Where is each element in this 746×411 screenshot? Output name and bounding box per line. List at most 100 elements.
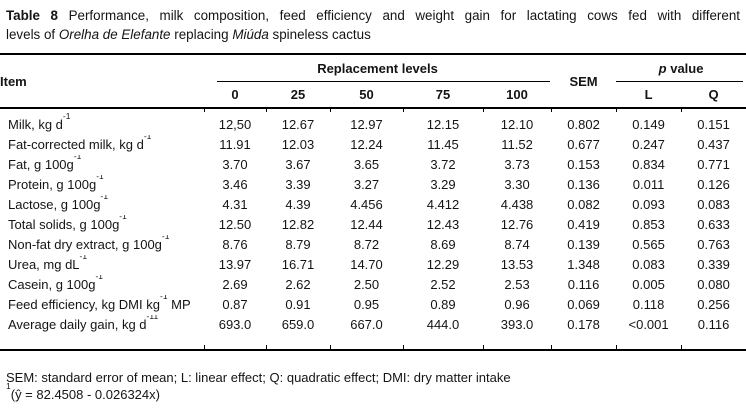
cell-value: 0.126 xyxy=(697,177,730,192)
cell-value: 12.97 xyxy=(330,108,403,135)
cell-value: 393.0 xyxy=(483,315,552,351)
row-label: Non-fat dry extract, g 100g-1 xyxy=(0,235,204,255)
row-label: Average daily gain, kg d-11 xyxy=(0,315,204,351)
unit-superscript: -1 xyxy=(143,135,152,142)
row-label: Lactose, g 100g-1 xyxy=(0,195,204,215)
cell-value: 4.31 xyxy=(222,197,248,212)
cell-value: 13.97 xyxy=(218,257,252,272)
cell-value: 4.412 xyxy=(426,197,460,212)
cell-value: 2.53 xyxy=(504,277,530,292)
col-header-level-75: 75 xyxy=(403,82,483,109)
table-row: Total solids, g 100g-1 12.50 12.82 12.44 12.… xyxy=(0,215,746,235)
cell-value: 11.91 xyxy=(219,137,251,152)
caption-text-3: replacing xyxy=(170,27,233,42)
cell-value: 0.247 xyxy=(632,137,665,152)
table-caption: Table 8 Performance, milk composition, f… xyxy=(6,6,740,44)
col-header-level-0: 0 xyxy=(204,82,266,109)
cell-value: 0.771 xyxy=(697,157,730,172)
table-row: Non-fat dry extract, g 100g-1 8.76 8.79 8.7… xyxy=(0,235,746,255)
cell-value: 3.39 xyxy=(285,177,311,192)
cell-value: 8.76 xyxy=(222,237,248,252)
cell-value: 4.438 xyxy=(500,197,534,212)
table-row: Fat-corrected milk, kg d-1 11.91 12.03 12.2… xyxy=(0,135,746,155)
cell-value: <0.001 xyxy=(616,315,682,351)
caption-line-1: Table 8 Performance, milk composition, f… xyxy=(6,6,740,25)
cell-value: 0.802 xyxy=(551,108,616,135)
col-header-level-50: 50 xyxy=(330,82,403,109)
cell-value: 0.082 xyxy=(567,197,600,212)
table-row: Milk, kg d-1 12,50 12.67 12.97 12.15 12.10 0.8… xyxy=(0,108,746,135)
row-label: Fat-corrected milk, kg d-1 xyxy=(0,135,204,155)
cell-value: 3.67 xyxy=(285,157,311,172)
table-row: Average daily gain, kg d-11 693.0 659.0 667… xyxy=(0,315,746,351)
row-label: Milk, kg d-1 xyxy=(8,111,71,132)
unit-superscript: -11 xyxy=(146,315,159,322)
row-label: Fat, g 100g-1 xyxy=(0,155,204,175)
cell-value: 3.27 xyxy=(353,177,380,192)
cell-value: 0.339 xyxy=(697,257,730,272)
unit-superscript: -1 xyxy=(100,195,109,202)
cell-value: 0.139 xyxy=(567,237,600,252)
cell-value: 0.853 xyxy=(632,217,665,232)
cell-value: 2.62 xyxy=(285,277,311,292)
cell-value: 2.52 xyxy=(430,277,456,292)
cell-value: 0.083 xyxy=(697,197,730,212)
caption-text-1: Performance, milk composition, feed effi… xyxy=(58,8,740,23)
cell-value: 0.005 xyxy=(632,277,665,292)
cell-value: 12,50 xyxy=(204,108,266,135)
table-row: Feed efficiency, kg DMI kg-1 MP 0.87 0.91 0… xyxy=(0,295,746,315)
row-label: Casein, g 100g-1 xyxy=(0,275,204,295)
cell-value: 8.74 xyxy=(504,237,530,252)
cell-value: 13.53 xyxy=(500,257,534,272)
cell-value: 12.24 xyxy=(350,137,383,152)
caption-text-4: spineless cactus xyxy=(268,27,371,42)
cell-value: 12.76 xyxy=(500,217,534,232)
cell-value: 16.71 xyxy=(281,257,315,272)
unit-superscript: -1 xyxy=(119,215,127,222)
row-label: Urea, mg dL-1 xyxy=(0,255,204,275)
cell-value: 3.72 xyxy=(430,157,456,172)
cell-value: 667.0 xyxy=(330,315,403,351)
unit-superscript: -1 xyxy=(95,275,104,282)
cell-value: 0.118 xyxy=(632,297,665,312)
cell-value: 3.70 xyxy=(222,157,248,172)
cell-value: 0.011 xyxy=(632,177,665,192)
p-value-italic-p: p xyxy=(658,61,667,76)
unit-superscript: -1 xyxy=(159,295,168,302)
cell-value: 12.44 xyxy=(350,217,383,232)
row-label: Total solids, g 100g-1 xyxy=(0,215,204,235)
cell-value: 11.45 xyxy=(427,137,459,152)
table-row: Urea, mg dL-1 13.97 16.71 14.70 12.29 13.53 1.… xyxy=(0,255,746,275)
cell-value: 12.67 xyxy=(266,108,330,135)
col-header-item: Item xyxy=(0,54,204,109)
cell-value: 0.91 xyxy=(285,297,311,312)
cell-value: 659.0 xyxy=(266,315,330,351)
col-group-replacement-levels: Replacement levels xyxy=(204,54,551,82)
cell-value: 0.834 xyxy=(632,157,665,172)
cell-value: 0.069 xyxy=(567,297,600,312)
unit-superscript: -1 xyxy=(79,255,88,262)
cell-value: 12.82 xyxy=(281,217,315,232)
caption-italic-treatment: Orelha de Elefante xyxy=(58,27,171,42)
caption-line-2: levels of Orelha de Elefante replacing M… xyxy=(6,25,740,44)
cell-value: 0.96 xyxy=(504,297,530,312)
cell-value: 0.565 xyxy=(632,237,665,252)
cell-value: 8.72 xyxy=(353,237,380,252)
results-table: Item Replacement levels SEM p value 0 25… xyxy=(0,53,746,351)
cell-value: 0.153 xyxy=(567,157,600,172)
cell-value: 12.29 xyxy=(426,257,460,272)
col-header-linear: L xyxy=(616,82,682,109)
cell-value: 4.39 xyxy=(285,197,311,212)
cell-value: 0.633 xyxy=(697,217,730,232)
col-header-level-100: 100 xyxy=(483,82,552,109)
cell-value: 0.419 xyxy=(567,217,600,232)
cell-value: 0.256 xyxy=(697,297,730,312)
cell-value: 0.149 xyxy=(616,108,681,135)
col-header-sem: SEM xyxy=(551,54,617,109)
cell-value: 3.30 xyxy=(504,177,530,192)
p-value-rest: value xyxy=(666,61,704,76)
table-number: Table 8 xyxy=(6,8,59,23)
cell-value: 12.15 xyxy=(403,108,483,135)
footnote-regression: 1(ŷ = 82.4508 - 0.026324x) xyxy=(6,382,740,404)
cell-value: 3.65 xyxy=(353,157,380,172)
